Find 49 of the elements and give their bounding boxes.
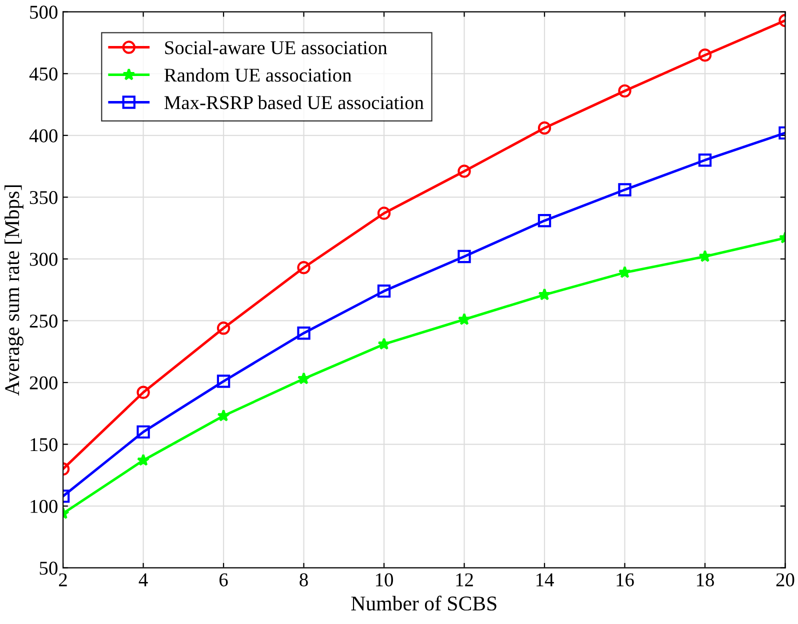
point — [297, 372, 310, 384]
y-tick-label: 350 — [30, 191, 58, 204]
y-tick-label: 500 — [30, 6, 58, 19]
point — [618, 183, 632, 196]
y-tick-label: 100 — [30, 500, 58, 513]
legend-label: Social-aware UE association — [165, 40, 388, 54]
x-tick-label: 6 — [220, 573, 228, 586]
y-tick-label: 50 — [40, 562, 58, 575]
y-tick-label: 250 — [30, 314, 58, 328]
x-tick-label: 8 — [300, 573, 308, 586]
point — [698, 48, 712, 62]
point — [377, 206, 391, 220]
point — [136, 425, 150, 439]
point — [378, 338, 390, 350]
point — [538, 121, 552, 135]
x-tick-label: 20 — [776, 573, 794, 586]
point — [458, 164, 471, 178]
x-tick-label: 4 — [138, 573, 148, 586]
point — [458, 312, 471, 326]
y-tick-label: 450 — [29, 67, 58, 81]
x-tick-label: 12 — [456, 573, 473, 586]
x-axis-title: Number of SCBS — [351, 596, 496, 611]
y-tick-label: 200 — [30, 376, 58, 390]
y-tick-label: 300 — [30, 252, 58, 266]
point — [136, 454, 150, 466]
point — [698, 154, 712, 167]
point — [538, 288, 551, 300]
point — [458, 250, 471, 264]
point — [216, 374, 230, 388]
y-axis-title: Average sum rate [Mbps] — [4, 185, 24, 396]
point — [297, 261, 310, 274]
point — [698, 250, 712, 262]
point — [538, 214, 552, 228]
x-tick-label: 10 — [376, 573, 393, 586]
point — [216, 322, 230, 335]
point — [618, 266, 632, 278]
point — [217, 409, 230, 422]
point — [297, 326, 310, 340]
point — [618, 84, 632, 98]
y-tick-label: 150 — [30, 438, 58, 452]
x-tick-label: 18 — [696, 573, 714, 586]
legend-label: Max-RSRP based UE association — [164, 96, 424, 110]
x-tick-label: 2 — [59, 573, 67, 586]
point — [377, 284, 391, 298]
legend-label: Random UE association — [164, 68, 352, 82]
point — [136, 386, 150, 399]
y-tick-label: 400 — [29, 129, 58, 142]
x-tick-label: 16 — [616, 573, 634, 586]
x-tick-label: 14 — [536, 573, 554, 586]
